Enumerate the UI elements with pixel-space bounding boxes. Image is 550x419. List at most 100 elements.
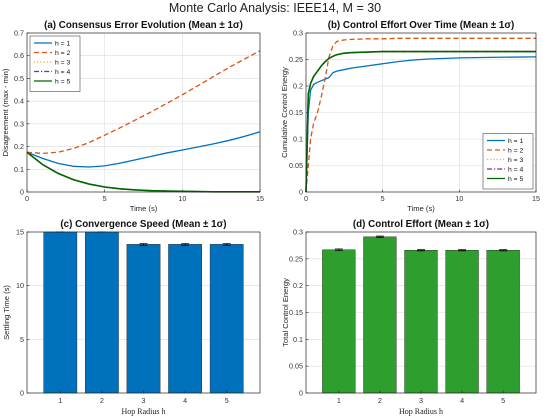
y-tick-label: 0.4 (14, 97, 24, 106)
legend: h = 1 h = 2 h = 3 h = 4 h = 5 (29, 35, 81, 92)
y-tick-label: 0.1 (14, 165, 24, 174)
bar-h1 (43, 231, 78, 394)
x-tick-label: 10 (178, 194, 186, 203)
legend-label: h = 4 (55, 69, 71, 76)
axes-frame (26, 32, 261, 193)
y-tick-label: 0 (20, 188, 24, 197)
x-tick-label: 10 (455, 194, 463, 203)
bar-h5 (209, 244, 244, 394)
y-tick-label: 0 (299, 188, 303, 197)
legend: h = 1 h = 2 h = 3 h = 4 h = 5 (482, 133, 534, 190)
y-tick-label: 0.1 (293, 135, 303, 144)
error-bar-h3 (139, 243, 148, 246)
legend-box (482, 133, 534, 190)
panel-b: (b) Control Effort Over Time (Mean ± 1σ)… (280, 20, 540, 213)
x-tick-label: 4 (183, 396, 187, 405)
axes-frame (305, 32, 537, 193)
panel-title: (c) Convergence Speed (Mean ± 1σ) (60, 219, 226, 230)
y-axis-label: Total Control Energy (281, 278, 290, 347)
y-tick-label: 0.25 (289, 254, 303, 263)
bar-h5 (486, 250, 520, 394)
panel-title: (b) Control Effort Over Time (Mean ± 1σ) (328, 20, 515, 31)
x-tick-label: 3 (419, 396, 423, 405)
bar-h3 (126, 244, 161, 394)
series-line-h1 (26, 131, 261, 168)
legend-label: h = 3 (55, 60, 71, 67)
y-axis-label: Disagreement (max - min) (1, 68, 10, 156)
error-bar-h4 (181, 243, 190, 246)
x-tick-label: 1 (58, 396, 62, 405)
y-tick-label: 15 (16, 228, 24, 237)
bar-h4 (445, 250, 479, 394)
x-axis-label: Time (s) (130, 204, 158, 213)
y-tick-label: 0.3 (293, 228, 303, 237)
x-tick-label: 0 (304, 194, 308, 203)
series-line-h5 (305, 50, 536, 193)
x-tick-label: 4 (460, 396, 464, 405)
series-line-h2 (26, 50, 261, 155)
legend-label: h = 2 (55, 50, 71, 57)
y-tick-label: 0.25 (289, 55, 303, 64)
y-tick-label: 5 (20, 335, 24, 344)
axes-frame (305, 231, 537, 394)
y-tick-label: 0.6 (14, 51, 24, 60)
figure-title: Monte Carlo Analysis: IEEE14, M = 30 (169, 1, 381, 15)
y-axis-label: Cumulative Control Energy (280, 67, 289, 158)
legend-label: h = 5 (508, 176, 524, 183)
y-tick-label: 0.15 (289, 108, 303, 117)
bar-h2 (363, 236, 397, 394)
legend-label: h = 1 (55, 41, 71, 48)
legend-box (29, 35, 81, 92)
bar-h4 (168, 244, 202, 394)
x-tick-label: 5 (225, 396, 229, 405)
error-bar-h3 (417, 249, 425, 252)
x-tick-label: 3 (142, 396, 146, 405)
bar-h3 (404, 250, 438, 394)
error-bar-h5 (499, 249, 508, 252)
legend-label: h = 2 (508, 148, 524, 155)
legend-label: h = 1 (508, 138, 524, 145)
y-tick-label: 10 (16, 281, 24, 290)
panel-title: (d) Control Effort (Mean ± 1σ) (353, 219, 489, 230)
x-tick-label: 1 (337, 396, 341, 405)
series-line-h2 (305, 37, 536, 193)
x-tick-label: 0 (25, 194, 29, 203)
panel-title: (a) Consensus Error Evolution (Mean ± 1σ… (44, 20, 243, 31)
bar-h1 (322, 249, 356, 394)
y-tick-label: 0.7 (14, 29, 24, 38)
y-tick-label: 0.15 (289, 308, 303, 317)
panel-a: (a) Consensus Error Evolution (Mean ± 1σ… (1, 20, 264, 213)
y-tick-label: 0.3 (14, 119, 24, 128)
x-tick-label: 2 (378, 396, 382, 405)
error-bar-h4 (458, 249, 467, 252)
error-bar-h5 (222, 243, 231, 246)
panel-d: (d) Control Effort (Mean ± 1σ) 0 0.05 0.1 0.… (281, 219, 537, 416)
y-tick-label: 0.2 (293, 281, 303, 290)
y-tick-label: 0.05 (289, 161, 303, 170)
legend-label: h = 5 (55, 79, 71, 86)
axes-frame (26, 231, 261, 394)
x-axis-label: Hop Radius h (399, 407, 443, 416)
x-axis-label: Time (s) (407, 204, 435, 213)
legend-label: h = 4 (508, 167, 524, 174)
y-tick-label: 0.3 (293, 29, 303, 38)
x-tick-label: 15 (532, 194, 540, 203)
x-tick-label: 2 (100, 396, 104, 405)
series-line-h1 (305, 56, 537, 193)
y-tick-label: 0.5 (14, 74, 24, 83)
y-tick-label: 0.1 (293, 335, 303, 344)
legend-label: h = 3 (508, 157, 524, 164)
error-bar-h1 (334, 248, 343, 251)
x-tick-label: 5 (103, 194, 107, 203)
y-tick-label: 0.05 (289, 362, 303, 371)
error-bar-h2 (375, 235, 384, 238)
y-axis-label: Settling Time (s) (2, 285, 11, 340)
x-axis-label: Hop Radius h (122, 407, 166, 416)
y-tick-label: 0 (20, 389, 24, 398)
x-tick-label: 5 (381, 194, 385, 203)
x-tick-label: 15 (256, 194, 264, 203)
y-tick-label: 0.2 (14, 142, 24, 151)
bar-h2 (85, 231, 119, 394)
y-tick-label: 0.2 (293, 82, 303, 91)
